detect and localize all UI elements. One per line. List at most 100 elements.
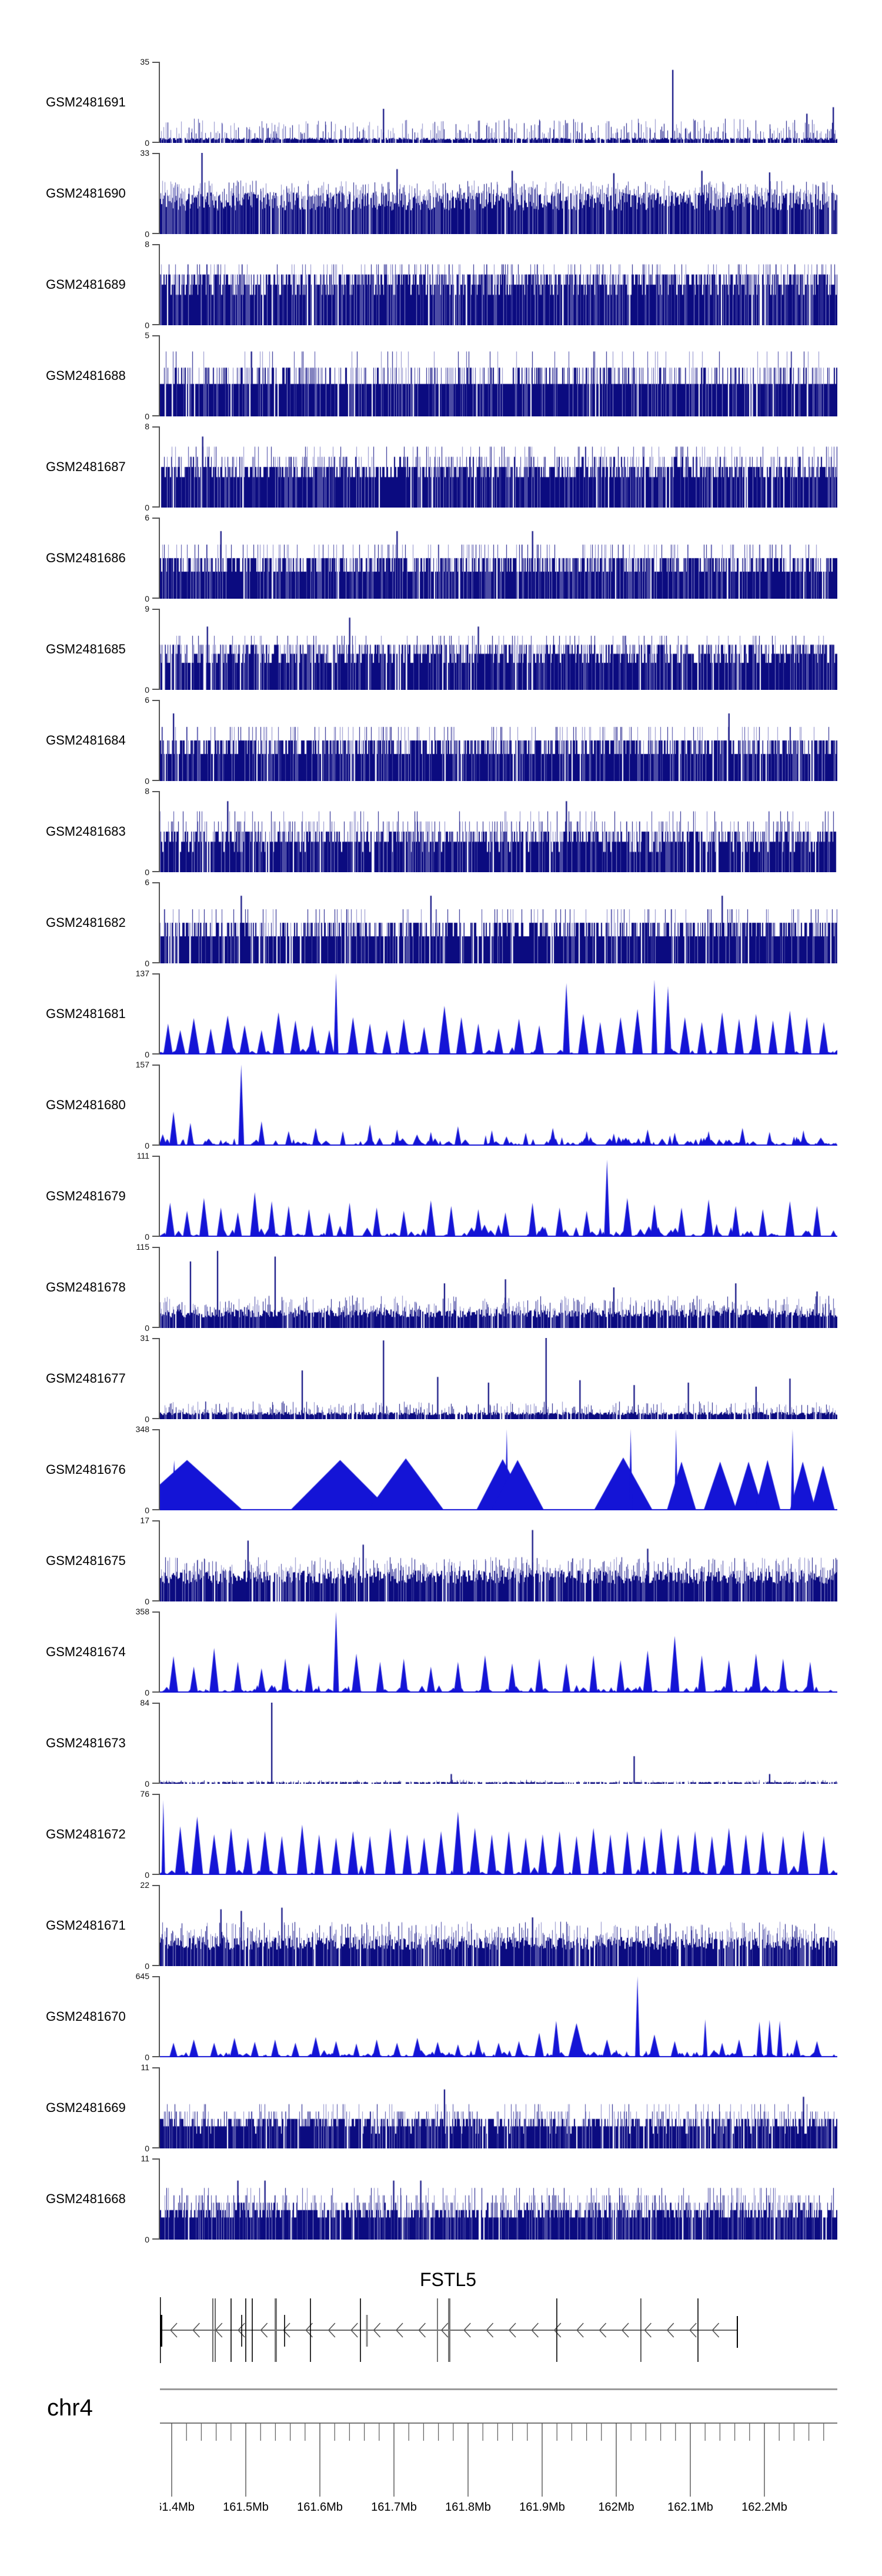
y-axis-zero-label: 0 [145,412,149,421]
strand-direction-arrow-icon [711,2323,720,2338]
signal-plot-canvas [160,426,837,508]
ruler-tick-label: 161.7Mb [371,2501,417,2514]
y-axis-top-tick [152,1338,159,1339]
y-axis-zero-label: 0 [145,138,149,148]
ruler-tick-label: 162.2Mb [741,2501,787,2514]
y-axis-bottom-tick [152,506,159,508]
y-axis-bottom-tick [152,2147,159,2148]
signal-plot-canvas [160,1794,837,1875]
signal-track: GSM2481670 645 0 [0,1971,882,2062]
y-axis-top-tick [152,1429,159,1430]
strand-direction-arrow-icon [666,2323,674,2338]
ruler-tick-label: 161.4Mb [160,2501,195,2514]
track-sample-label: GSM2481671 [46,1918,126,1933]
y-axis-zero-label: 0 [145,1961,149,1971]
y-axis-top-tick [152,62,159,63]
gene-exon [252,2298,253,2362]
y-axis-max-label: 11 [141,2154,149,2163]
y-axis-line [159,2067,160,2148]
y-axis-top-tick [152,1885,159,1886]
signal-plot-canvas [160,1885,837,1966]
gene-exon [556,2298,557,2362]
y-axis-top-tick [152,153,159,154]
y-axis-zero-label: 0 [145,2144,149,2153]
y-axis-max-label: 17 [140,1516,149,1525]
y-axis-line [159,1794,160,1875]
track-sample-label: GSM2481687 [46,459,126,474]
ruler-tick-label: 161.6Mb [297,2501,343,2514]
signal-track: GSM2481688 5 0 [0,331,882,421]
y-axis-line [159,791,160,872]
y-axis-line [159,244,160,325]
y-axis-line [159,153,160,234]
signal-plot-canvas [160,1611,837,1693]
signal-track: GSM2481682 6 0 [0,877,882,968]
gene-exon [160,2315,162,2347]
gene-exon [310,2298,311,2362]
signal-track: GSM2481690 33 0 [0,148,882,239]
track-sample-label: GSM2481690 [46,186,126,201]
y-axis-zero-label: 0 [145,1414,149,1424]
y-axis-max-label: 358 [135,1607,149,1616]
y-axis-max-label: 6 [145,513,149,522]
gene-exon [366,2315,368,2347]
gene-exon [697,2298,699,2362]
y-axis-bottom-tick [152,598,159,599]
y-axis-max-label: 111 [136,1151,149,1160]
signal-plot-canvas [160,882,837,963]
track-sample-label: GSM2481689 [46,277,126,292]
y-axis-max-label: 6 [145,695,149,705]
y-axis-line [159,1065,160,1146]
y-axis-top-tick [152,791,159,792]
y-axis-bottom-tick [152,1327,159,1328]
y-axis-max-label: 8 [145,422,149,431]
y-axis-max-label: 9 [145,604,149,613]
signal-track: GSM2481691 35 0 [0,57,882,148]
strand-direction-arrow-icon [553,2323,562,2338]
signal-track: GSM2481671 22 0 [0,1880,882,1971]
gene-exon [640,2298,642,2362]
track-sample-label: GSM2481680 [46,1097,126,1112]
y-axis-line [159,1520,160,1601]
gene-exon [215,2298,216,2362]
y-axis-bottom-tick [152,415,159,416]
y-axis-line [159,1611,160,1693]
strand-direction-arrow-icon [599,2323,607,2338]
track-sample-label: GSM2481673 [46,1736,126,1750]
y-axis-max-label: 137 [135,969,149,978]
gene-exon [284,2315,285,2347]
strand-direction-arrow-icon [621,2323,629,2338]
y-axis-line [159,1429,160,1510]
y-axis-line [159,973,160,1055]
strand-direction-arrow-icon [508,2323,516,2338]
signal-track: GSM2481673 84 0 [0,1698,882,1788]
signal-track: GSM2481684 6 0 [0,695,882,786]
y-axis-bottom-tick [152,2056,159,2057]
strand-direction-arrow-icon [418,2323,426,2338]
signal-plot-canvas [160,1156,837,1237]
signal-plot-canvas [160,1065,837,1146]
signal-plot-canvas [160,609,837,690]
y-axis-top-tick [152,1247,159,1248]
ruler-tick-label: 161.5Mb [223,2501,269,2514]
signal-plot-canvas [160,1520,837,1601]
track-sample-label: GSM2481674 [46,1644,126,1659]
y-axis-zero-label: 0 [145,594,149,603]
y-axis-top-tick [152,518,159,519]
y-axis-line [159,335,160,416]
signal-track: GSM2481681 137 0 [0,969,882,1059]
y-axis-top-tick [152,335,159,336]
y-axis-bottom-tick [152,324,159,325]
y-axis-top-tick [152,244,159,245]
track-sample-label: GSM2481675 [46,1553,126,1568]
strand-direction-arrow-icon [238,2323,245,2338]
y-axis-bottom-tick [152,1053,159,1055]
track-sample-label: GSM2481676 [46,1462,126,1477]
ruler-tick-label: 162Mb [598,2501,634,2514]
y-axis-line [159,1703,160,1784]
y-axis-bottom-tick [152,233,159,234]
y-axis-line [159,609,160,690]
strand-direction-arrow-icon [463,2323,471,2338]
signal-track: GSM2481674 358 0 [0,1607,882,1697]
strand-direction-arrow-icon [350,2323,358,2338]
